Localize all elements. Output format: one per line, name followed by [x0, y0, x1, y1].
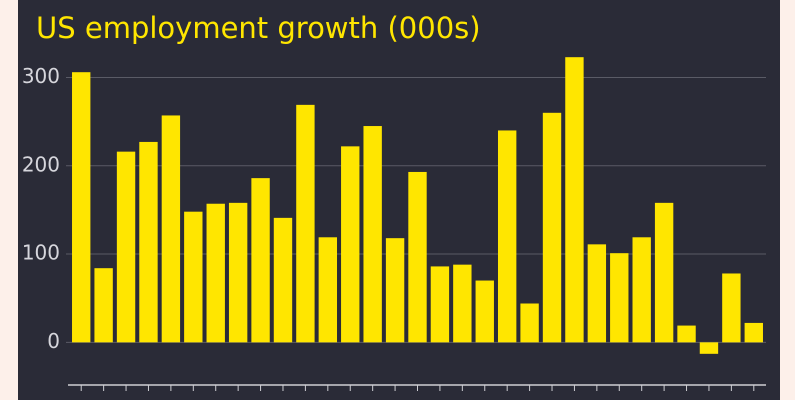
bar	[341, 146, 360, 343]
y-tick-label: 300	[22, 64, 60, 88]
bar	[722, 273, 741, 343]
bar	[430, 266, 450, 343]
bar	[565, 57, 584, 343]
bar	[744, 322, 763, 343]
bar	[251, 178, 270, 343]
bar	[677, 325, 696, 343]
bar	[542, 112, 562, 343]
bar	[318, 237, 338, 343]
bar	[72, 72, 91, 343]
chart-title: US employment growth (000s)	[36, 11, 481, 45]
bar	[206, 203, 225, 343]
bar	[654, 202, 674, 343]
y-tick-label: 100	[22, 241, 60, 265]
bar	[363, 126, 382, 343]
bar	[699, 342, 719, 354]
bar	[475, 280, 494, 343]
bar	[610, 253, 629, 343]
bar	[408, 171, 427, 343]
bar	[139, 141, 158, 343]
bar	[385, 238, 405, 343]
bar	[520, 303, 539, 343]
bar	[296, 104, 315, 343]
bar	[587, 244, 607, 343]
bar	[632, 237, 651, 343]
bar	[94, 268, 113, 343]
bar	[497, 130, 517, 343]
bar	[453, 264, 472, 343]
y-tick-label: 0	[47, 329, 60, 353]
bar	[116, 151, 136, 343]
bar	[161, 115, 181, 343]
bar	[184, 211, 203, 343]
y-tick-label: 200	[22, 152, 60, 176]
bar	[273, 217, 293, 343]
bar	[228, 202, 248, 343]
